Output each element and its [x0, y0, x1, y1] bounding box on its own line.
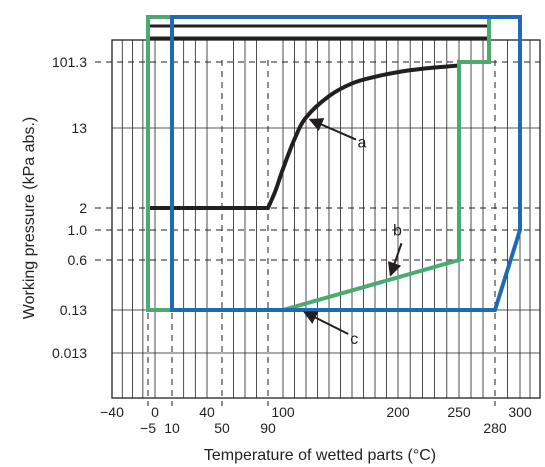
y-tick-label: 0.13	[60, 302, 87, 318]
x-tick-label: 250	[447, 404, 471, 420]
annotation-label-c: c	[350, 331, 358, 348]
x-tick-label: 90	[260, 420, 276, 436]
series-layer	[146, 15, 522, 312]
x-tick-label: 10	[164, 420, 180, 436]
x-tick-label: 50	[214, 420, 230, 436]
y-tick-label: 2	[79, 200, 87, 216]
grid	[112, 40, 540, 398]
x-tick-label: 40	[199, 404, 215, 420]
y-tick-label: 1.0	[68, 222, 88, 238]
y-tick-label: 101.3	[52, 54, 87, 70]
x-tick-label: −40	[100, 404, 124, 420]
y-tick-labels: 0.013 0.13 0.6 1.0 2 13 101.3	[52, 54, 87, 361]
annotation-label-a: a	[358, 135, 367, 152]
y-axis-label: Working pressure (kPa abs.)	[21, 117, 38, 319]
x-tick-label: 0	[151, 404, 159, 420]
dashed-guides	[95, 60, 540, 406]
series-c-line	[170, 15, 522, 312]
annotation-arrow-b	[387, 242, 403, 277]
series-a-line	[148, 63, 460, 210]
annotation-arrow-c	[302, 311, 349, 335]
x-axis-label: Temperature of wetted parts (°C)	[204, 447, 436, 464]
x-tick-label: 280	[483, 420, 507, 436]
x-tick-label: 300	[508, 404, 532, 420]
x-tick-label: −5	[140, 420, 156, 436]
y-tick-label: 0.013	[52, 345, 87, 361]
y-tick-label: 0.6	[68, 252, 88, 268]
x-tick-label: 100	[271, 404, 295, 420]
y-tick-label: 13	[71, 120, 87, 136]
annotation-arrow-a	[308, 118, 357, 141]
plot-frame	[111, 39, 541, 399]
series-b-line	[146, 15, 491, 312]
annotation-layer: a b c	[302, 118, 403, 348]
x-tick-label: 200	[386, 404, 410, 420]
annotation-label-b: b	[393, 222, 402, 239]
